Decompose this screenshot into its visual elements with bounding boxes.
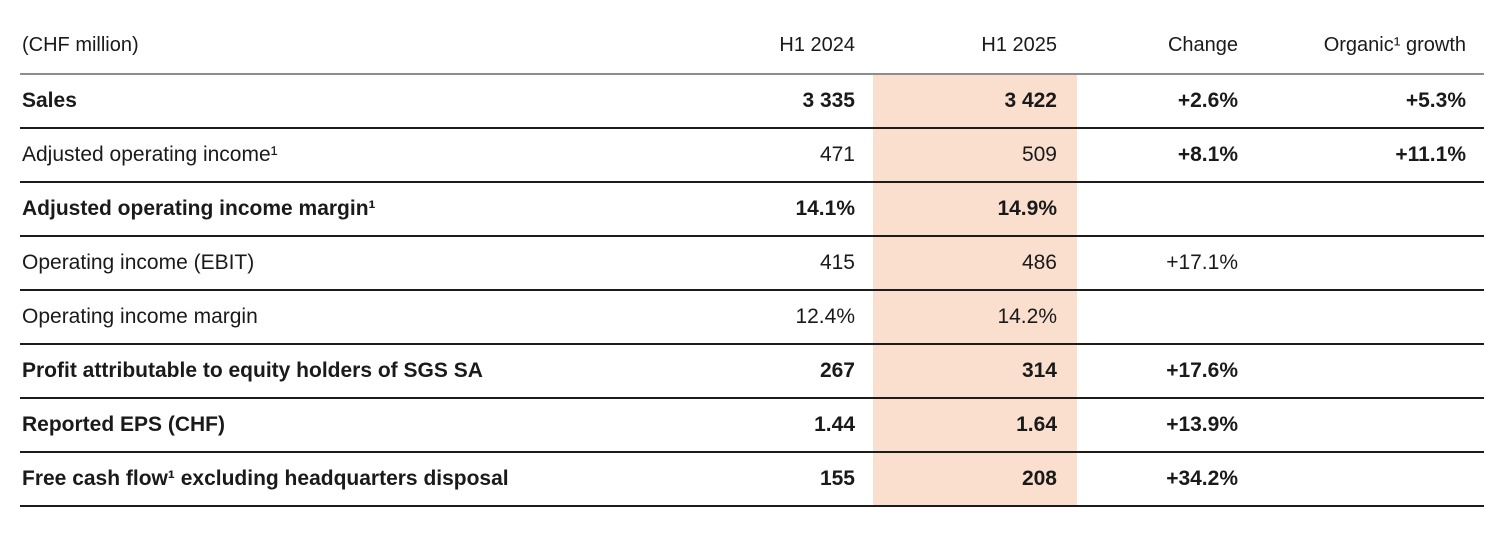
cell-change: +13.9% bbox=[1077, 398, 1238, 453]
col-header-organic-growth: Organic¹ growth bbox=[1238, 0, 1466, 75]
cell-change: +17.6% bbox=[1077, 344, 1238, 399]
row-edge bbox=[1466, 344, 1484, 399]
cell-change: +34.2% bbox=[1077, 452, 1238, 507]
row-edge bbox=[1466, 452, 1484, 507]
table-row: Profit attributable to equity holders of… bbox=[20, 344, 1484, 399]
col-header-h1-2025: H1 2025 bbox=[873, 0, 1077, 75]
row-edge bbox=[1466, 74, 1484, 129]
column-gap bbox=[855, 74, 873, 129]
col-header-h1-2024: H1 2024 bbox=[695, 0, 855, 75]
cell-h1-2024: 14.1% bbox=[695, 182, 855, 237]
table-row: Operating income (EBIT) 415 486 +17.1% bbox=[20, 236, 1484, 291]
row-label: Operating income margin bbox=[20, 290, 695, 345]
cell-change bbox=[1077, 290, 1238, 345]
cell-h1-2024: 1.44 bbox=[695, 398, 855, 453]
header-row: (CHF million) H1 2024 H1 2025 Change Org… bbox=[20, 0, 1484, 75]
cell-h1-2025: 14.9% bbox=[873, 182, 1077, 237]
header-gap bbox=[855, 0, 873, 75]
header-edge bbox=[1466, 0, 1484, 75]
unit-label: (CHF million) bbox=[20, 0, 695, 75]
row-label: Free cash flow¹ excluding headquarters d… bbox=[20, 452, 695, 507]
cell-h1-2024: 267 bbox=[695, 344, 855, 399]
table-row: Free cash flow¹ excluding headquarters d… bbox=[20, 452, 1484, 507]
results-table: (CHF million) H1 2024 H1 2025 Change Org… bbox=[20, 0, 1484, 507]
cell-h1-2024: 3 335 bbox=[695, 74, 855, 129]
column-gap bbox=[855, 290, 873, 345]
row-edge bbox=[1466, 290, 1484, 345]
cell-organic-growth bbox=[1238, 398, 1466, 453]
cell-organic-growth bbox=[1238, 290, 1466, 345]
table-row: Adjusted operating income¹ 471 509 +8.1% +11… bbox=[20, 128, 1484, 183]
cell-h1-2025: 314 bbox=[873, 344, 1077, 399]
cell-h1-2025: 509 bbox=[873, 128, 1077, 183]
table-row: Reported EPS (CHF) 1.44 1.64 +13.9% bbox=[20, 398, 1484, 453]
cell-change bbox=[1077, 182, 1238, 237]
table-row: Adjusted operating income margin¹ 14.1% 14… bbox=[20, 182, 1484, 237]
cell-h1-2025: 14.2% bbox=[873, 290, 1077, 345]
cell-organic-growth bbox=[1238, 236, 1466, 291]
table-row: Sales 3 335 3 422 +2.6% +5.3% bbox=[20, 74, 1484, 129]
row-label: Adjusted operating income¹ bbox=[20, 128, 695, 183]
row-label: Profit attributable to equity holders of… bbox=[20, 344, 695, 399]
cell-change: +8.1% bbox=[1077, 128, 1238, 183]
row-edge bbox=[1466, 182, 1484, 237]
table-body: Sales 3 335 3 422 +2.6% +5.3% Adjusted operat… bbox=[20, 74, 1484, 507]
cell-h1-2025: 208 bbox=[873, 452, 1077, 507]
cell-organic-growth: +5.3% bbox=[1238, 74, 1466, 129]
column-gap bbox=[855, 452, 873, 507]
row-label: Reported EPS (CHF) bbox=[20, 398, 695, 453]
column-gap bbox=[855, 344, 873, 399]
cell-organic-growth bbox=[1238, 182, 1466, 237]
row-label: Adjusted operating income margin¹ bbox=[20, 182, 695, 237]
column-gap bbox=[855, 236, 873, 291]
cell-h1-2024: 155 bbox=[695, 452, 855, 507]
cell-h1-2024: 12.4% bbox=[695, 290, 855, 345]
cell-h1-2024: 415 bbox=[695, 236, 855, 291]
cell-organic-growth: +11.1% bbox=[1238, 128, 1466, 183]
cell-change: +17.1% bbox=[1077, 236, 1238, 291]
cell-h1-2025: 1.64 bbox=[873, 398, 1077, 453]
cell-organic-growth bbox=[1238, 452, 1466, 507]
row-edge bbox=[1466, 128, 1484, 183]
row-edge bbox=[1466, 398, 1484, 453]
row-edge bbox=[1466, 236, 1484, 291]
table-row: Operating income margin 12.4% 14.2% bbox=[20, 290, 1484, 345]
column-gap bbox=[855, 182, 873, 237]
column-gap bbox=[855, 128, 873, 183]
col-header-change: Change bbox=[1077, 0, 1238, 75]
column-gap bbox=[855, 398, 873, 453]
row-label: Sales bbox=[20, 74, 695, 129]
cell-h1-2024: 471 bbox=[695, 128, 855, 183]
table-header: (CHF million) H1 2024 H1 2025 Change Org… bbox=[20, 0, 1484, 75]
cell-h1-2025: 486 bbox=[873, 236, 1077, 291]
cell-h1-2025: 3 422 bbox=[873, 74, 1077, 129]
row-label: Operating income (EBIT) bbox=[20, 236, 695, 291]
cell-organic-growth bbox=[1238, 344, 1466, 399]
cell-change: +2.6% bbox=[1077, 74, 1238, 129]
